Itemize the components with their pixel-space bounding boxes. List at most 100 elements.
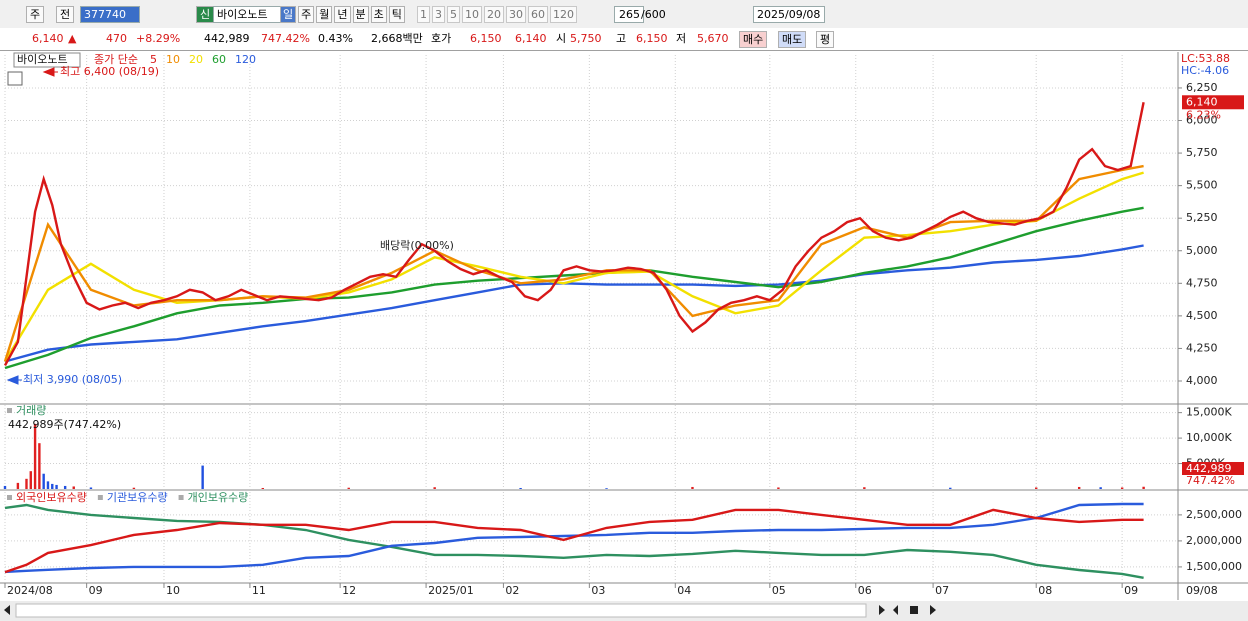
high: 6,150 — [636, 32, 668, 45]
x-tick-label: 07 — [935, 584, 949, 597]
amount: 2,668백만 — [371, 32, 423, 45]
volume-bar — [38, 443, 41, 489]
y-tick-label: 15,000K — [1186, 406, 1232, 419]
series-line — [3, 164, 1144, 362]
change: 470 — [106, 32, 127, 45]
date-input[interactable]: 2025/09/08 — [753, 6, 825, 23]
y-tick-label: 4,750 — [1186, 276, 1218, 289]
avg-button[interactable]: 평 — [816, 31, 835, 48]
interval-button[interactable]: 3 — [432, 6, 445, 23]
series-line — [3, 171, 1144, 363]
hc-label: HC:-4.06 — [1181, 64, 1229, 77]
annotation-arrow — [42, 67, 58, 77]
volume-bar — [261, 487, 265, 489]
volume: 442,989 — [204, 32, 250, 45]
volume-bar — [691, 486, 694, 489]
volume-bar — [1077, 486, 1081, 489]
x-tick-label: 11 — [252, 584, 266, 597]
last-price-label: 6,140 — [1186, 95, 1218, 108]
volume-bar — [519, 487, 522, 489]
x-tick-label: 10 — [166, 584, 180, 597]
y-tick-label: 1,500,000 — [1186, 560, 1242, 573]
y-tick-label: 2,000,000 — [1186, 534, 1242, 547]
interval-button[interactable]: 1 — [417, 6, 430, 23]
volume-bar — [1142, 486, 1145, 489]
volume-bar — [777, 487, 780, 489]
period-button[interactable]: 틱 — [388, 6, 405, 23]
volume-bar — [863, 487, 866, 489]
low: 5,670 — [697, 32, 729, 45]
period-button[interactable]: 일 — [280, 6, 297, 23]
view-type[interactable]: 주 — [26, 6, 45, 23]
x-tick-label: 06 — [858, 584, 872, 597]
period-button[interactable]: 주 — [298, 6, 315, 23]
bid: 6,140 — [515, 32, 547, 45]
volume-bar — [1035, 487, 1038, 489]
y-tick-label: 10,000K — [1186, 431, 1232, 444]
stock-name[interactable]: 바이오노트 — [213, 6, 281, 23]
icon[interactable] — [7, 71, 23, 86]
volume-bar — [132, 487, 136, 489]
last-change-label: 6.23% — [1186, 108, 1221, 121]
turnover: 0.43% — [318, 32, 353, 45]
y-tick-label: 6,000 — [1186, 114, 1218, 127]
x-tick-label: 02 — [505, 584, 519, 597]
interval-button[interactable]: 10 — [462, 6, 482, 23]
period-button[interactable]: 분 — [352, 6, 369, 23]
arrow: ▲ — [68, 32, 77, 45]
period-button[interactable]: 초 — [370, 6, 387, 23]
high-label: 고 — [616, 32, 627, 45]
sell-button[interactable]: 매도 — [778, 31, 807, 48]
open: 5,750 — [570, 32, 602, 45]
count-input[interactable]: 265 — [614, 6, 644, 23]
legend-marker — [97, 495, 103, 500]
low-label: 저 — [676, 32, 687, 45]
x-tick-label: 03 — [591, 584, 605, 597]
period-button[interactable]: 년 — [334, 6, 351, 23]
interval-buttons: 1 3 5 10 20 30 60 120 — [417, 6, 577, 23]
legend-box — [13, 52, 81, 68]
interval-button[interactable]: 5 — [447, 6, 460, 23]
x-tick-label: 08 — [1038, 584, 1052, 597]
interval-button[interactable]: 60 — [528, 6, 548, 23]
y-tick-label: 5,500 — [1186, 179, 1218, 192]
period-button[interactable]: 월 — [316, 6, 333, 23]
volume-bar — [55, 484, 58, 489]
buy-button[interactable]: 매수 — [739, 31, 768, 48]
code-input[interactable]: 377740 — [80, 6, 140, 23]
x-end-label: 09/08 — [1186, 584, 1218, 597]
interval-button[interactable]: 120 — [550, 6, 577, 23]
volume-bar — [89, 487, 93, 489]
y-tick-label: 5,750 — [1186, 146, 1218, 159]
y-tick-label: 2,500,000 — [1186, 508, 1242, 521]
legend-entry: 기관보유수량 — [107, 491, 168, 504]
interval-button[interactable]: 30 — [506, 6, 526, 23]
volume-bar — [201, 465, 204, 489]
last-ratio-label: 747.42% — [1186, 474, 1235, 487]
volume-bar — [949, 487, 952, 489]
prev-button[interactable]: 전 — [56, 6, 75, 23]
low-label: 최저 3,990 (08/05) — [23, 373, 122, 386]
volume-bar — [51, 483, 54, 489]
legend-marker — [178, 495, 184, 500]
series-line — [4, 502, 1144, 574]
scroll-track[interactable] — [15, 603, 867, 618]
legend-entry: 20 — [189, 53, 203, 66]
series-line — [4, 244, 1144, 363]
volume-info: 442,989주(747.42%) — [8, 418, 121, 431]
legend-entry: 120 — [235, 53, 256, 66]
stock-name: 바이오노트 — [17, 53, 68, 66]
x-tick-label: 04 — [677, 584, 691, 597]
interval-button[interactable]: 20 — [484, 6, 504, 23]
x-tick-label: 09 — [89, 584, 103, 597]
volume-bar — [1099, 487, 1102, 489]
legend-entry: 외국인보유수량 — [16, 491, 87, 504]
volume-bar — [605, 488, 608, 489]
ask: 6,150 — [470, 32, 502, 45]
x-tick-label: 2025/01 — [428, 584, 474, 597]
ask-label: 호가 — [431, 32, 452, 45]
